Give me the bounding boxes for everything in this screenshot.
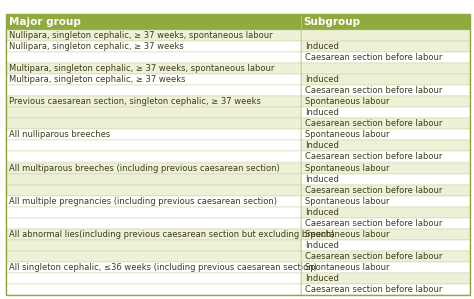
Text: All singleton cephalic, ≤36 weeks (including previous caesarean section): All singleton cephalic, ≤36 weeks (inclu… — [9, 263, 317, 272]
Bar — [6, 240, 301, 251]
Bar — [301, 262, 470, 273]
Bar — [301, 74, 470, 85]
Text: Caesarean section before labour: Caesarean section before labour — [305, 252, 442, 261]
Bar — [6, 30, 301, 41]
Bar — [6, 52, 301, 63]
Bar — [301, 184, 470, 196]
Text: Induced: Induced — [305, 75, 338, 84]
Text: Multipara, singleton cephalic, ≥ 37 weeks, spontaneous labour: Multipara, singleton cephalic, ≥ 37 week… — [9, 64, 274, 73]
Bar — [301, 173, 470, 184]
Bar — [6, 184, 301, 196]
Bar — [301, 240, 470, 251]
Bar — [301, 52, 470, 63]
Bar — [301, 141, 470, 152]
Text: All multiple pregnancies (including previous caesarean section): All multiple pregnancies (including prev… — [9, 197, 277, 206]
Text: Induced: Induced — [305, 141, 338, 150]
Text: Spontaneous labour: Spontaneous labour — [305, 164, 389, 173]
Text: Induced: Induced — [305, 175, 338, 184]
Text: Spontaneous labour: Spontaneous labour — [305, 130, 389, 139]
Bar — [301, 118, 470, 129]
Text: All multiparous breeches (including previous caesarean section): All multiparous breeches (including prev… — [9, 164, 280, 173]
Text: Nullipara, singleton cephalic, ≥ 37 weeks, spontaneous labour: Nullipara, singleton cephalic, ≥ 37 week… — [9, 31, 273, 40]
Bar — [301, 273, 470, 284]
Bar — [6, 262, 301, 273]
Bar — [301, 107, 470, 118]
Bar — [6, 196, 301, 207]
Bar — [6, 14, 470, 30]
Bar — [6, 129, 301, 141]
Bar — [6, 74, 301, 85]
Bar — [301, 96, 470, 107]
Bar — [301, 152, 470, 162]
Bar — [6, 218, 301, 229]
Bar — [301, 284, 470, 295]
Text: Spontaneous labour: Spontaneous labour — [305, 263, 389, 272]
Text: All nulliparous breeches: All nulliparous breeches — [9, 130, 110, 139]
Bar — [6, 41, 301, 52]
Bar — [6, 96, 301, 107]
Bar — [6, 173, 301, 184]
Bar — [301, 85, 470, 96]
Text: Caesarean section before labour: Caesarean section before labour — [305, 219, 442, 228]
Bar — [6, 229, 301, 240]
Text: Spontaneous labour: Spontaneous labour — [305, 197, 389, 206]
Bar — [301, 129, 470, 141]
Bar — [6, 162, 301, 173]
Bar — [6, 284, 301, 295]
Bar — [301, 218, 470, 229]
Text: Major group: Major group — [9, 17, 81, 27]
Bar — [301, 229, 470, 240]
Text: Caesarean section before labour: Caesarean section before labour — [305, 285, 442, 294]
Bar — [301, 196, 470, 207]
Text: Caesarean section before labour: Caesarean section before labour — [305, 119, 442, 128]
Bar — [301, 63, 470, 74]
Bar — [301, 162, 470, 173]
Bar — [6, 63, 301, 74]
Text: Induced: Induced — [305, 274, 338, 283]
Bar — [6, 152, 301, 162]
Bar — [301, 207, 470, 218]
Bar — [301, 251, 470, 262]
Text: Nullipara, singleton cephalic, ≥ 37 weeks: Nullipara, singleton cephalic, ≥ 37 week… — [9, 42, 184, 51]
Bar — [6, 85, 301, 96]
Bar — [6, 118, 301, 129]
Bar — [6, 207, 301, 218]
Text: Spontaneous labour: Spontaneous labour — [305, 97, 389, 106]
Text: Caesarean section before labour: Caesarean section before labour — [305, 86, 442, 95]
Bar — [6, 251, 301, 262]
Text: Previous caesarean section, singleton cephalic, ≥ 37 weeks: Previous caesarean section, singleton ce… — [9, 97, 261, 106]
Text: Induced: Induced — [305, 208, 338, 217]
Text: Induced: Induced — [305, 241, 338, 250]
Text: Multipara, singleton cephalic, ≥ 37 weeks: Multipara, singleton cephalic, ≥ 37 week… — [9, 75, 185, 84]
Text: Induced: Induced — [305, 42, 338, 51]
Text: All abnormal lies(including previous caesarean section but excluding breech): All abnormal lies(including previous cae… — [9, 230, 334, 239]
Text: Caesarean section before labour: Caesarean section before labour — [305, 53, 442, 62]
Bar — [6, 141, 301, 152]
Text: Spontaneous labour: Spontaneous labour — [305, 230, 389, 239]
Text: Caesarean section before labour: Caesarean section before labour — [305, 152, 442, 161]
Text: Caesarean section before labour: Caesarean section before labour — [305, 186, 442, 195]
Bar — [6, 107, 301, 118]
Text: Induced: Induced — [305, 108, 338, 117]
Bar — [301, 41, 470, 52]
Bar — [301, 30, 470, 41]
Bar — [6, 273, 301, 284]
Text: Subgroup: Subgroup — [304, 17, 361, 27]
